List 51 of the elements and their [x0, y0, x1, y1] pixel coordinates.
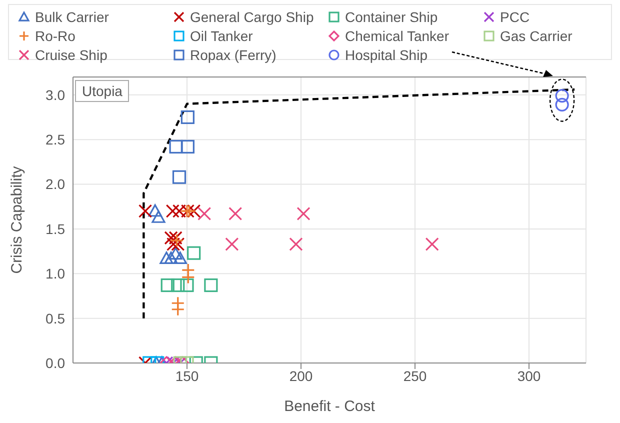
point: [425, 237, 439, 251]
y-axis-title: Crisis Capability: [8, 166, 26, 274]
y-tick-label: 2.0: [46, 176, 66, 192]
legend-label: Ro-Ro: [35, 28, 76, 44]
point: [172, 204, 186, 218]
point: [166, 237, 180, 251]
point: [173, 252, 187, 264]
legend-label: Chemical Tanker: [345, 28, 450, 44]
legend-label: Container Ship: [345, 8, 438, 24]
point: [168, 231, 182, 245]
annotation: Utopia: [75, 80, 130, 102]
y-tick-label: 0.0: [46, 354, 66, 371]
point: [172, 170, 186, 184]
point: [296, 206, 310, 221]
legend-label: PCC: [500, 8, 530, 24]
legend-label: General Cargo Ship: [190, 8, 314, 24]
point: [228, 206, 242, 221]
point: [171, 237, 185, 251]
line-series: [142, 88, 576, 320]
legend-label: Hospital Ship: [345, 46, 428, 62]
point: [166, 204, 180, 218]
point: [138, 204, 152, 218]
point: [152, 210, 166, 223]
point: [170, 234, 184, 248]
y-tick-label: 1.5: [46, 220, 66, 237]
y-tick-label: 1.0: [46, 266, 66, 282]
point: [225, 237, 239, 251]
legend-label: Bulk Carrier: [35, 8, 109, 24]
x-tick-label: 200: [289, 368, 313, 384]
legend-label: Ropax (Ferry): [190, 46, 276, 62]
point: [160, 252, 174, 264]
point: [198, 206, 212, 221]
x-axis-title: Benefit - Cost: [284, 398, 376, 415]
legend-label: Gas Carrier: [500, 28, 572, 44]
legend-label: Oil Tanker: [190, 28, 253, 44]
point: [289, 237, 303, 251]
x-tick-label: 250: [403, 368, 427, 384]
y-tick-label: 3.0: [46, 86, 66, 103]
point: [181, 270, 195, 284]
x-tick-label: 300: [517, 368, 541, 384]
point: [187, 246, 201, 260]
point: [180, 140, 194, 154]
y-tick-label: 0.5: [46, 310, 66, 326]
x-tick-label: 150: [175, 368, 199, 384]
point: [148, 204, 162, 217]
y-tick-label: 2.5: [46, 132, 66, 148]
point: [168, 247, 182, 260]
point: [169, 140, 183, 154]
legend-label: Cruise Ship: [35, 46, 108, 62]
point: [164, 252, 178, 264]
point: [187, 204, 201, 218]
